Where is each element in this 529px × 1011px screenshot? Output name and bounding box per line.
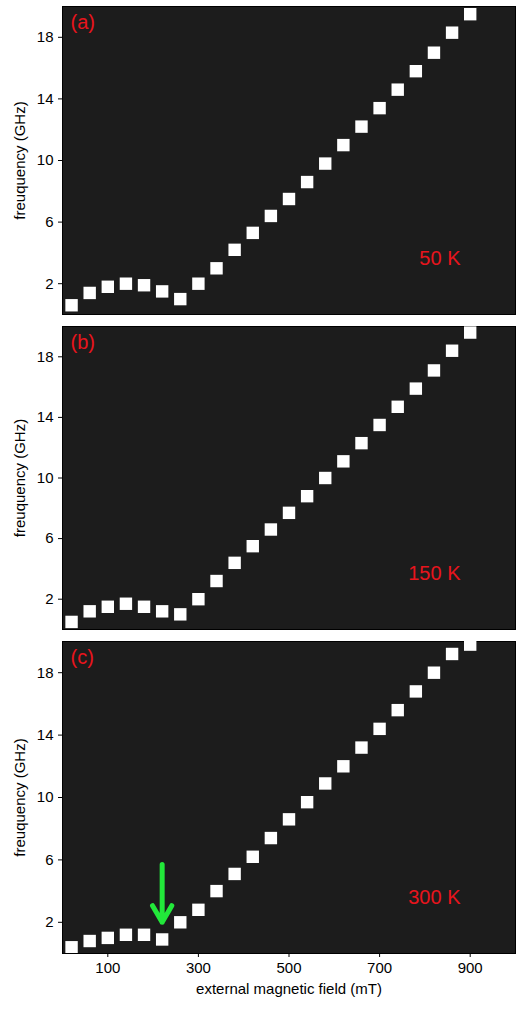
svg-text:10: 10 [37, 151, 54, 168]
svg-text:10: 10 [37, 788, 54, 805]
svg-text:150 K: 150 K [408, 562, 461, 584]
svg-text:14: 14 [37, 726, 54, 743]
svg-text:external magnetic field (mT): external magnetic field (mT) [196, 980, 382, 997]
svg-text:18: 18 [37, 28, 54, 45]
svg-text:2: 2 [45, 913, 53, 930]
svg-text:2: 2 [45, 590, 53, 607]
svg-text:14: 14 [37, 90, 54, 107]
svg-text:freuquency (GHz): freuquency (GHz) [11, 738, 28, 856]
svg-text:(b): (b) [71, 331, 95, 353]
svg-text:freuquency (GHz): freuquency (GHz) [11, 101, 28, 219]
svg-text:14: 14 [37, 408, 54, 425]
svg-text:50 K: 50 K [419, 247, 461, 269]
svg-text:6: 6 [45, 213, 53, 230]
svg-text:6: 6 [45, 851, 53, 868]
svg-text:freuquency (GHz): freuquency (GHz) [11, 419, 28, 537]
svg-text:2: 2 [45, 275, 53, 292]
svg-text:10: 10 [37, 469, 54, 486]
svg-text:6: 6 [45, 529, 53, 546]
svg-text:(c): (c) [71, 646, 94, 668]
svg-text:700: 700 [367, 959, 392, 976]
svg-text:18: 18 [37, 664, 54, 681]
svg-text:18: 18 [37, 348, 54, 365]
svg-text:(a): (a) [71, 11, 95, 33]
svg-text:300 K: 300 K [408, 886, 461, 908]
svg-text:500: 500 [276, 959, 301, 976]
svg-text:300: 300 [186, 959, 211, 976]
svg-text:900: 900 [458, 959, 483, 976]
svg-text:100: 100 [95, 959, 120, 976]
